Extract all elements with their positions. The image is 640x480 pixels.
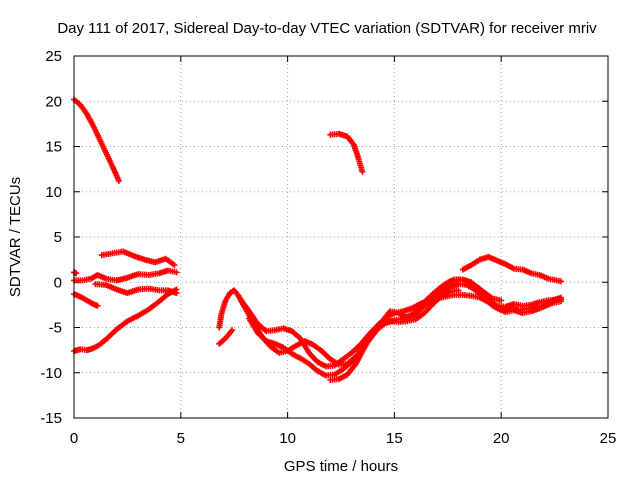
plot-frame (73, 55, 609, 419)
data-point-trace (71, 96, 122, 184)
data-point-trace (71, 269, 80, 277)
data-point-trace (98, 248, 178, 269)
x-axis-label: GPS time / hours (284, 458, 398, 475)
data-points (71, 96, 564, 383)
grid-lines (74, 56, 608, 418)
x-tick-label: 0 (70, 430, 78, 447)
x-tick-label: 10 (279, 430, 296, 447)
data-point-trace (216, 327, 236, 347)
x-tick-label: 25 (600, 430, 617, 447)
x-tick-labels: 0 5 10 15 20 25 (70, 430, 617, 447)
y-tick-labels: -15 -10 -5 0 5 10 15 20 25 (40, 48, 62, 427)
series-s12 (327, 287, 462, 383)
series-s5 (92, 281, 180, 297)
y-tick-label: -10 (40, 365, 62, 382)
series-s11 (246, 276, 564, 379)
y-axis-label: SDTVAR / TECUs (7, 177, 24, 297)
y-tick-label: -15 (40, 410, 62, 427)
x-tick-label: 15 (386, 430, 403, 447)
y-tick-label: 20 (45, 93, 62, 110)
series-s8 (216, 327, 236, 347)
y-tick-label: 5 (54, 229, 62, 246)
x-tick-label: 5 (177, 430, 185, 447)
series-s10 (237, 291, 564, 370)
data-point-trace (71, 286, 180, 354)
data-point-trace (237, 291, 564, 370)
data-point-trace (327, 130, 366, 175)
series-s7 (71, 269, 80, 277)
series-s14 (327, 130, 366, 175)
y-tick-label: 25 (45, 48, 62, 65)
y-tick-label: 15 (45, 139, 62, 156)
series-s6 (98, 248, 178, 269)
data-point-trace (327, 287, 462, 383)
y-tick-label: 10 (45, 184, 62, 201)
y-tick-label: 0 (54, 274, 62, 291)
x-tick-label: 20 (493, 430, 510, 447)
data-point-trace (421, 276, 505, 306)
series-s15 (459, 253, 564, 285)
data-point-trace (71, 291, 101, 309)
series-s4 (71, 267, 180, 284)
data-point-trace (71, 267, 180, 284)
chart-title: Day 111 of 2017, Sidereal Day-to-day VTE… (57, 20, 597, 37)
series-s3 (71, 291, 101, 309)
data-point-trace (459, 253, 564, 285)
series-s13 (421, 276, 505, 306)
series-s1 (71, 96, 122, 184)
y-tick-label: -5 (49, 320, 62, 337)
data-point-trace (92, 281, 180, 297)
series-s2 (71, 286, 180, 354)
data-point-trace (246, 276, 564, 379)
